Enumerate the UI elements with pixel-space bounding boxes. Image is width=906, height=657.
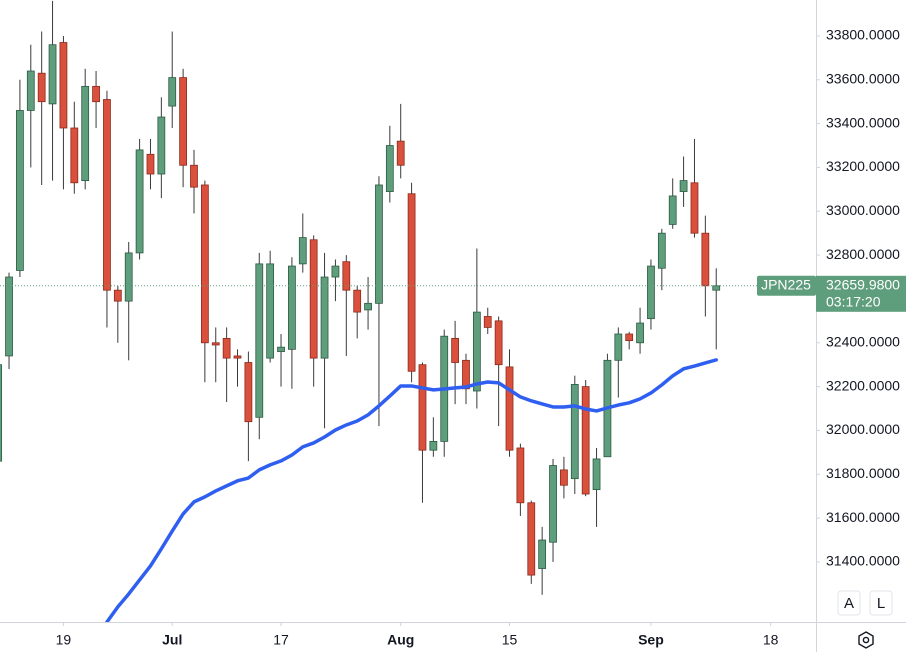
candle-body xyxy=(16,110,24,271)
candle-body xyxy=(266,263,275,359)
plot-area xyxy=(0,0,816,622)
symbol-label: JPN225 xyxy=(761,277,811,293)
candle-body xyxy=(353,289,362,313)
candle-body xyxy=(233,355,242,359)
settings-icon[interactable] xyxy=(858,631,874,649)
candle-body xyxy=(418,364,427,451)
x-tick-label: Sep xyxy=(638,632,664,648)
candle-body xyxy=(483,316,492,328)
candle-body xyxy=(516,447,525,504)
y-tick-label: 33800.0000 xyxy=(826,27,900,43)
log-button[interactable]: L xyxy=(869,590,893,616)
candle-body xyxy=(679,180,688,192)
countdown-label: 03:17:20 xyxy=(826,294,881,310)
candle-body xyxy=(48,44,57,105)
y-tick-label: 31400.0000 xyxy=(826,553,900,569)
candle-body xyxy=(222,337,231,359)
x-tick-label: 19 xyxy=(56,632,72,648)
y-tick-label: 31800.0000 xyxy=(826,465,900,481)
candle-body xyxy=(462,359,470,390)
candle-body xyxy=(625,333,634,341)
candle-body xyxy=(592,458,601,491)
candle-body xyxy=(701,232,710,287)
candle-body xyxy=(70,127,79,184)
candle-body xyxy=(342,261,351,291)
candle-body xyxy=(146,153,155,175)
x-tick-label: 15 xyxy=(502,632,518,648)
candle-body xyxy=(320,276,329,359)
x-tick-label: Aug xyxy=(387,632,414,648)
candle-body xyxy=(200,184,209,344)
y-tick-label: 32000.0000 xyxy=(826,421,900,437)
candle-body xyxy=(375,184,383,304)
candle-body xyxy=(385,145,394,192)
axes: 31400.0000 31600.0000 31800.0000 32000.0000… xyxy=(56,27,906,648)
candle-body xyxy=(113,289,122,302)
candle-body xyxy=(0,364,3,462)
candle-body xyxy=(668,195,677,225)
candle-body xyxy=(570,384,579,480)
scale-button[interactable]: A xyxy=(837,590,861,616)
candle-body xyxy=(614,333,623,361)
y-tick-label: 31600.0000 xyxy=(826,509,900,525)
candle-body xyxy=(157,116,166,175)
candle-body xyxy=(538,539,547,569)
candle-body xyxy=(636,322,644,344)
y-tick-label: 32800.0000 xyxy=(826,246,900,262)
candle-body xyxy=(5,276,13,357)
candle-body xyxy=(560,469,568,486)
price-label: 32659.9800 xyxy=(826,277,900,293)
x-tick-label: Jul xyxy=(162,632,182,648)
candle-body xyxy=(472,311,481,392)
y-tick-label: 32400.0000 xyxy=(826,333,900,349)
candle-body xyxy=(549,465,557,543)
candle-body xyxy=(298,237,307,265)
y-tick-label: 33200.0000 xyxy=(826,158,900,174)
candle-body xyxy=(37,72,46,103)
candle-body xyxy=(309,239,318,359)
candle-body xyxy=(179,77,187,166)
candle-body xyxy=(581,386,590,495)
candle-body xyxy=(331,265,340,278)
candle-body xyxy=(211,342,220,346)
candle-body xyxy=(103,99,111,291)
candle-body xyxy=(364,302,372,311)
x-tick-label: 18 xyxy=(763,632,779,648)
candle-body xyxy=(407,193,416,372)
candle-body xyxy=(190,164,198,188)
candle-body xyxy=(288,265,296,350)
y-tick-label: 32200.0000 xyxy=(826,377,900,393)
y-tick-label: 33600.0000 xyxy=(826,70,900,86)
candle-body xyxy=(647,265,655,320)
candle-body xyxy=(712,285,721,291)
candle-body xyxy=(81,85,90,181)
candle-body xyxy=(494,320,503,366)
candle-body xyxy=(429,441,438,451)
candle-body xyxy=(451,337,459,363)
auto-scale-label[interactable]: A xyxy=(844,595,854,612)
candle-body xyxy=(168,77,177,107)
candle-body xyxy=(59,42,68,129)
candle-body xyxy=(690,182,699,234)
candle-body xyxy=(135,149,144,254)
candle-body xyxy=(255,263,264,418)
y-tick-label: 33400.0000 xyxy=(826,114,900,130)
x-tick-label: 17 xyxy=(273,632,289,648)
candle-body xyxy=(244,362,253,423)
candle-body xyxy=(124,252,133,302)
symbol-tag xyxy=(757,275,816,296)
candle-body xyxy=(277,346,285,352)
price-tag xyxy=(816,275,906,312)
candle-body xyxy=(26,70,35,111)
candle-body xyxy=(505,366,514,451)
candle-body xyxy=(396,140,405,166)
moving-average-line xyxy=(105,358,718,622)
candle-body xyxy=(92,85,100,103)
candle-body xyxy=(657,232,666,269)
y-tick-label: 33000.0000 xyxy=(826,202,900,218)
log-scale-label[interactable]: L xyxy=(877,595,885,612)
candle-body xyxy=(527,502,536,576)
